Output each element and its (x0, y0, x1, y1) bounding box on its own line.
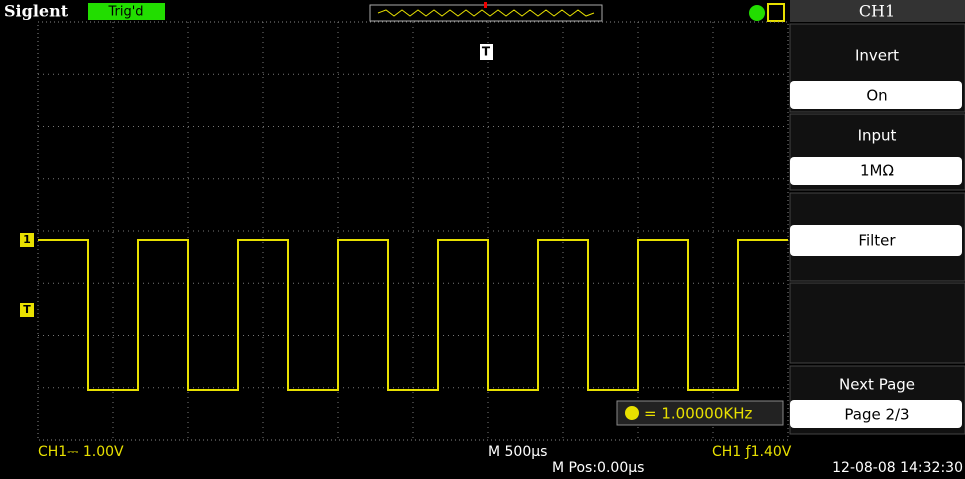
frequency: = 1.00000KHz (644, 405, 752, 423)
printer-icon (767, 3, 785, 22)
frequency-box (616, 400, 784, 426)
menu-label: Next Page (839, 376, 915, 394)
channel-marker: 1 (23, 233, 31, 246)
trigger-position-marker: T (482, 45, 491, 59)
menu-button[interactable] (790, 400, 962, 428)
trigger-status: Trig'd (107, 5, 143, 20)
trigger-level-box (20, 303, 34, 317)
trigger-level-marker: T (23, 303, 31, 316)
status-box (88, 3, 165, 20)
datetime: 12-08-08 14:32:30 (832, 460, 963, 476)
timebase: M 500μs (488, 444, 547, 460)
frequency-icon (625, 406, 639, 420)
trigger-setting: CH1 ƒ1.40V (712, 444, 792, 460)
horizontal-position: M Pos:0.00μs (552, 460, 644, 476)
menu-section (789, 282, 965, 364)
trigger-pointer (484, 2, 487, 8)
menu-value: Page 2/3 (844, 406, 909, 424)
menu-button[interactable] (790, 81, 962, 109)
brand: Siglent (4, 2, 69, 21)
menu-value: Filter (858, 232, 896, 250)
waveform (38, 239, 788, 391)
channel-marker-box (20, 233, 34, 247)
graticule (38, 22, 788, 440)
menu-header (790, 0, 965, 22)
usb-icon (749, 5, 765, 21)
menu-value: 1MΩ (860, 162, 894, 180)
menu-label: Invert (855, 47, 899, 65)
menu: Invert On Input 1MΩ Filter Next Page Pag… (789, 23, 965, 435)
channel-scale: CH1⎓ 1.00V (38, 444, 124, 460)
menu-button[interactable] (790, 225, 962, 256)
menu-label: Input (858, 127, 897, 145)
menu-value: On (866, 87, 887, 105)
menu-button[interactable] (790, 157, 962, 185)
memory-wave (377, 9, 595, 17)
trigger-position-box (480, 44, 493, 60)
menu-title: CH1 (859, 2, 895, 21)
